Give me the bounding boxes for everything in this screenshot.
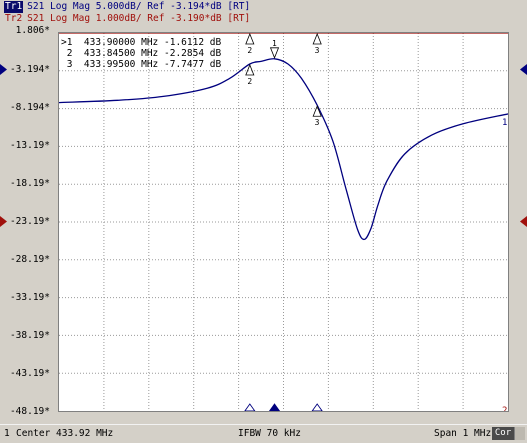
trace1-tag[interactable]: Tr1 bbox=[4, 1, 24, 13]
trace2-tag[interactable]: Tr2 bbox=[5, 13, 23, 24]
trace2-header[interactable]: Tr2 S21 Log Mag 1.000dB/ Ref -3.190*dB [R… bbox=[4, 13, 250, 25]
y-tick-label: -38.19* bbox=[9, 330, 50, 341]
marker-frequency: 433.84500 MHz bbox=[83, 48, 159, 59]
traces bbox=[59, 33, 508, 241]
marker-3-trace2[interactable]: 3 bbox=[312, 33, 322, 55]
marker-position-arrow bbox=[268, 403, 281, 411]
y-tick-label: -28.19* bbox=[9, 254, 50, 265]
markers[interactable]: 123123 bbox=[245, 33, 322, 127]
y-tick-label: -33.19* bbox=[9, 292, 50, 303]
marker-row[interactable]: 2 433.84500 MHz -2.2854 dB bbox=[61, 48, 221, 59]
marker-triangle bbox=[245, 63, 255, 76]
status-bar-end-button[interactable] bbox=[514, 427, 525, 440]
marker-number: 1 bbox=[272, 39, 277, 48]
marker-id: 2 bbox=[66, 48, 73, 59]
plot-area[interactable]: 123123 1 2 >1 433.90000 MHz -1.6112 dB 2… bbox=[58, 32, 509, 412]
marker-row[interactable]: >1 433.90000 MHz -1.6112 dB bbox=[61, 37, 221, 48]
marker-id: 3 bbox=[66, 59, 73, 70]
marker-number: 3 bbox=[315, 118, 320, 127]
status-bar: 1 Center 433.92 MHz IFBW 70 kHz Span 1 M… bbox=[0, 424, 527, 443]
trace2-settings: S21 Log Mag 1.000dB/ Ref -3.190*dB [RT] bbox=[27, 13, 251, 24]
if-bandwidth[interactable]: IFBW 70 kHz bbox=[238, 428, 301, 439]
trace1-header[interactable]: Tr1 S21 Log Mag 5.000dB/ Ref -3.194*dB [R… bbox=[4, 1, 250, 13]
marker-table: >1 433.90000 MHz -1.6112 dB 2 433.84500 … bbox=[61, 37, 221, 70]
marker-number: 2 bbox=[247, 46, 252, 55]
grid bbox=[59, 33, 508, 411]
y-tick-label: -23.19* bbox=[9, 216, 50, 227]
marker-triangle bbox=[245, 33, 255, 45]
trace-header: Tr1 S21 Log Mag 5.000dB/ Ref -3.194*dB [R… bbox=[0, 0, 527, 26]
trace1-end-label: 1 bbox=[502, 118, 507, 128]
y-tick-label: -8.194* bbox=[9, 102, 50, 113]
marker-triangle bbox=[312, 105, 322, 117]
marker-1-trace1[interactable]: 1 bbox=[269, 39, 280, 59]
marker-active-indicator: > bbox=[61, 37, 67, 48]
plot-canvas[interactable]: 123123 1 2 bbox=[59, 33, 508, 411]
marker-2-trace2[interactable]: 2 bbox=[245, 33, 255, 55]
trace1-settings: S21 Log Mag 5.000dB/ Ref -3.194*dB [RT] bbox=[27, 1, 251, 12]
tr2-ref-right-arrow bbox=[520, 216, 527, 227]
marker-position-arrow bbox=[311, 403, 323, 411]
trace2-end-label: 2 bbox=[502, 406, 507, 411]
marker-triangle bbox=[312, 33, 322, 45]
frequency-span[interactable]: Span 1 MHz bbox=[434, 428, 492, 439]
marker-frequency: 433.90000 MHz bbox=[83, 37, 159, 48]
tr1-ref-right-arrow bbox=[520, 64, 527, 75]
y-tick-label: -13.19* bbox=[9, 140, 50, 151]
y-tick-label: 1.806* bbox=[15, 25, 50, 36]
y-tick-label: -3.194* bbox=[9, 64, 50, 75]
correction-status-badge[interactable]: Cor bbox=[492, 427, 514, 440]
marker-value: -7.7477 dB bbox=[164, 59, 222, 70]
marker-triangle bbox=[269, 47, 280, 59]
channel-number[interactable]: 1 bbox=[4, 428, 10, 439]
y-tick-label: -43.19* bbox=[9, 368, 50, 379]
marker-value: -2.2854 dB bbox=[164, 48, 222, 59]
marker-position-arrow bbox=[244, 403, 256, 411]
marker-number: 3 bbox=[315, 46, 320, 55]
marker-number: 2 bbox=[247, 77, 252, 86]
trace1-line bbox=[59, 58, 508, 241]
marker-value: -1.6112 dB bbox=[164, 37, 222, 48]
marker-frequency: 433.99500 MHz bbox=[83, 59, 159, 70]
y-tick-label: -18.19* bbox=[9, 178, 50, 189]
center-frequency[interactable]: Center 433.92 MHz bbox=[16, 428, 114, 439]
marker-row[interactable]: 3 433.99500 MHz -7.7477 dB bbox=[61, 59, 221, 70]
marker-id: 1 bbox=[66, 37, 73, 48]
marker-3-trace1[interactable]: 3 bbox=[312, 105, 322, 127]
marker-2-trace1[interactable]: 2 bbox=[245, 63, 255, 86]
y-tick-label: -48.19* bbox=[9, 406, 50, 417]
y-scale: 1.806* -3.194* -8.194* -13.19* -18.19* -… bbox=[0, 26, 58, 422]
marker-position-arrows bbox=[244, 403, 323, 411]
